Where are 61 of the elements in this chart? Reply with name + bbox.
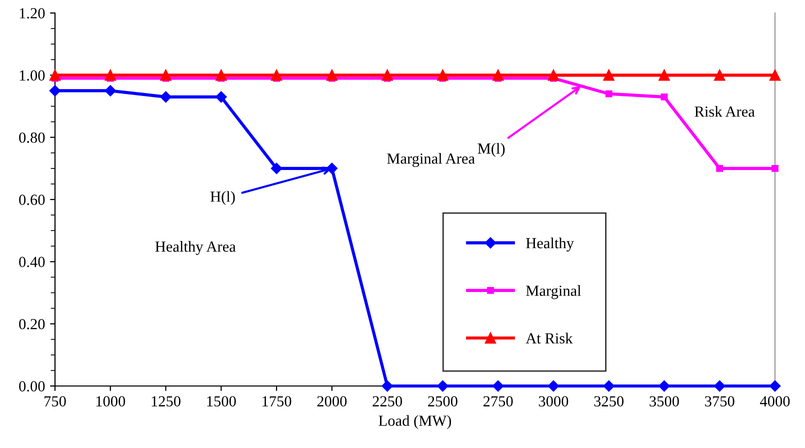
point [437, 380, 448, 392]
y-tick-label: 1.00 [20, 70, 45, 81]
point [714, 70, 726, 81]
point [605, 90, 612, 98]
point [492, 380, 504, 392]
point [49, 70, 61, 81]
y-tick-label: 0.60 [19, 194, 45, 206]
point [603, 380, 614, 392]
x-tick-label: 2750 [483, 396, 513, 406]
point [270, 162, 282, 174]
point [104, 70, 116, 81]
annotation: Healthy Area [155, 241, 236, 255]
point [216, 70, 227, 81]
point [548, 380, 560, 392]
annotation: H(l) [210, 191, 235, 205]
x-tick-label: 2250 [372, 396, 402, 406]
x-tick-label: 1250 [152, 396, 180, 406]
point [437, 70, 448, 81]
x-tick-label: 3500 [650, 396, 679, 406]
x-tick-label: 3250 [594, 396, 624, 406]
annotation: M(l) [478, 142, 505, 157]
point [548, 70, 560, 81]
point [716, 164, 724, 172]
x-tick-label: 3750 [705, 396, 734, 406]
y-tick-label: 0.80 [19, 132, 45, 143]
point [603, 70, 614, 81]
point [270, 70, 282, 81]
y-tick-label: 1.20 [20, 8, 45, 19]
point [49, 85, 61, 96]
x-tick-label: 2000 [317, 396, 347, 406]
x-tick-label: 750 [44, 396, 66, 406]
point [769, 70, 781, 81]
x-tick-label: 1500 [207, 396, 236, 406]
point [658, 70, 670, 81]
y-tick-label: 0.20 [19, 318, 45, 330]
point [104, 85, 116, 96]
point [769, 380, 781, 392]
point [382, 380, 393, 392]
point [660, 93, 668, 100]
y-tick-label: 0.00 [19, 381, 45, 392]
point [326, 70, 338, 81]
point [382, 70, 393, 81]
annotation: Risk Area [694, 106, 755, 117]
point [160, 91, 172, 103]
x-tick-label: 3000 [538, 396, 568, 406]
x-tick-label: 1750 [262, 396, 292, 406]
point [714, 380, 726, 392]
point [772, 164, 778, 172]
x-axis-title: Load (MW) [378, 415, 452, 429]
y-tick-label: 0.40 [19, 256, 45, 268]
legend-label: Healthy [526, 238, 574, 252]
point [216, 91, 227, 103]
point [160, 70, 172, 81]
x-tick-label: 2500 [428, 396, 458, 406]
point [658, 380, 670, 392]
legend-label: Marginal [526, 285, 582, 300]
annotation: Marginal Area [387, 153, 475, 167]
x-tick-label: 4000 [760, 396, 790, 406]
x-tick-label: 1000 [96, 396, 126, 406]
legend-label: At Risk [526, 332, 573, 344]
point [492, 70, 504, 81]
